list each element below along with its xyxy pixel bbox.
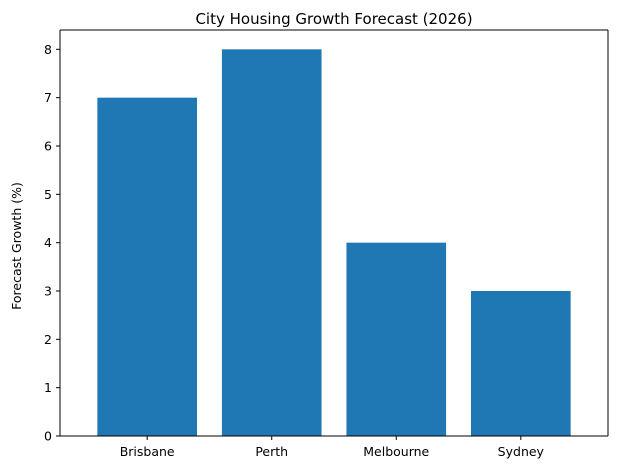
chart-title: City Housing Growth Forecast (2026) — [195, 10, 472, 28]
y-axis-ticks: 0 1 2 3 4 5 6 7 8 — [44, 42, 60, 444]
y-tick-label-1: 1 — [44, 380, 52, 395]
bars-layer — [97, 49, 571, 437]
bar-brisbane — [97, 97, 197, 437]
y-tick-label-4: 4 — [44, 235, 52, 250]
bar-perth — [221, 49, 322, 436]
y-tick-label-2: 2 — [44, 332, 52, 347]
y-tick-label-7: 7 — [44, 90, 52, 105]
x-tick-label-sydney: Sydney — [498, 444, 545, 459]
y-tick-label-5: 5 — [44, 187, 52, 202]
y-axis-label: Forecast Growth (%) — [9, 182, 24, 310]
bar-sydney — [471, 291, 571, 436]
y-tick-label-0: 0 — [44, 429, 52, 444]
y-tick-label-6: 6 — [44, 139, 52, 154]
axes-frame — [59, 29, 609, 437]
y-tick-label-3: 3 — [44, 284, 52, 299]
bar-melbourne — [346, 242, 447, 436]
x-tick-label-brisbane: Brisbane — [120, 444, 175, 459]
x-tick-label-perth: Perth — [255, 444, 288, 459]
y-tick-label-8: 8 — [44, 42, 52, 57]
x-tick-label-melbourne: Melbourne — [363, 444, 429, 459]
x-axis-ticks: Brisbane Perth Melbourne Sydney — [120, 436, 545, 459]
